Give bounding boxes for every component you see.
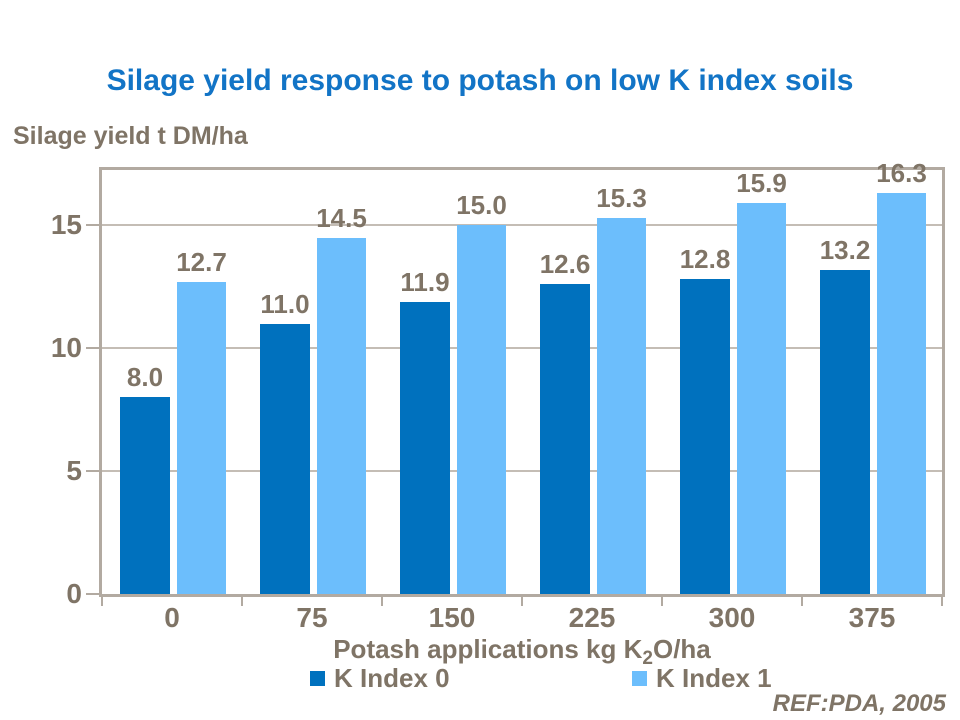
data-label-k-index-1-cat-0: 12.7 [176, 246, 227, 277]
reference-note: REF:PDA, 2005 [772, 690, 946, 717]
y-tick-label-15: 15 [50, 209, 82, 241]
bar-k-index-0-cat-150 [400, 301, 450, 594]
data-label-k-index-1-cat-150: 15.0 [456, 190, 507, 221]
data-label-k-index-0-cat-150: 11.9 [400, 266, 450, 297]
data-label-k-index-1-cat-75: 14.5 [316, 202, 367, 233]
y-tick-label-5: 5 [66, 455, 82, 487]
bar-k-index-0-cat-300 [680, 279, 730, 594]
x-tick-mark-1 [241, 597, 243, 606]
y-tick-mark-5 [86, 470, 102, 473]
chart-title: Silage yield response to potash on low K… [106, 64, 854, 97]
x-axis-title: Potash applications kg K2O/ha [102, 634, 942, 669]
legend-label-k-index-1: K Index 1 [656, 662, 772, 693]
bar-k-index-0-cat-75 [260, 323, 310, 594]
y-tick-label-10: 10 [50, 332, 82, 364]
legend-swatch-k-index-0 [310, 670, 325, 686]
x-tick-mark-2 [381, 597, 383, 606]
gridline-y-15 [102, 224, 942, 227]
x-tick-label-225: 225 [568, 602, 616, 633]
data-label-k-index-0-cat-375: 13.2 [819, 234, 871, 265]
y-tick-mark-0 [86, 593, 102, 595]
x-tick-mark-3 [521, 597, 523, 606]
legend-item-k-index-1: K Index 1 [632, 662, 772, 693]
bar-k-index-0-cat-375 [820, 269, 870, 594]
x-tick-mark-4 [661, 597, 663, 606]
x-tick-label-0: 0 [164, 602, 180, 633]
y-tick-mark-15 [86, 224, 102, 227]
bar-k-index-1-cat-225 [597, 217, 646, 594]
y-tick-label-0: 0 [66, 578, 82, 609]
x-tick-mark-0 [101, 597, 103, 606]
x-tick-label-300: 300 [708, 602, 756, 633]
x-axis-title-suffix: O/ha [652, 634, 711, 664]
data-label-k-index-0-cat-0: 8.0 [126, 362, 164, 393]
x-tick-mark-5 [801, 597, 803, 606]
bar-k-index-0-cat-225 [540, 284, 590, 594]
legend-item-k-index-0: K Index 0 [310, 662, 450, 693]
x-tick-label-375: 375 [848, 602, 896, 633]
x-axis-title-text: Potash applications kg K [333, 634, 643, 664]
data-label-k-index-1-cat-300: 15.9 [736, 168, 787, 199]
plot-area: 8.0 11.0 11.9 12.6 12.8 13.2 12.7 14.5 15.0 15.3 1… [99, 158, 945, 597]
x-axis-title-subscript: 2 [642, 648, 653, 669]
bar-k-index-1-cat-0 [177, 281, 226, 594]
bar-k-index-1-cat-375 [877, 193, 926, 594]
data-label-k-index-0-cat-75: 11.0 [260, 288, 310, 319]
legend-swatch-k-index-1 [632, 670, 647, 686]
bar-k-index-1-cat-150 [457, 225, 506, 594]
gridline-y-10 [102, 347, 942, 350]
x-tick-label-75: 75 [296, 602, 328, 633]
data-label-k-index-1-cat-225: 15.3 [596, 182, 647, 213]
y-axis-unit-label: Silage yield t DM/ha [13, 122, 248, 150]
gridline-y-5 [102, 470, 942, 473]
data-label-k-index-0-cat-300: 12.8 [679, 244, 731, 275]
data-label-k-index-0-cat-225: 12.6 [539, 249, 591, 280]
legend-label-k-index-0: K Index 0 [334, 662, 450, 693]
bar-k-index-0-cat-0 [120, 397, 170, 594]
y-tick-mark-10 [86, 347, 102, 350]
bar-k-index-1-cat-300 [737, 203, 786, 594]
x-tick-label-150: 150 [428, 602, 476, 633]
x-tick-mark-6 [941, 597, 943, 606]
data-label-k-index-1-cat-375: 16.3 [876, 158, 927, 189]
bar-k-index-1-cat-75 [317, 237, 366, 594]
